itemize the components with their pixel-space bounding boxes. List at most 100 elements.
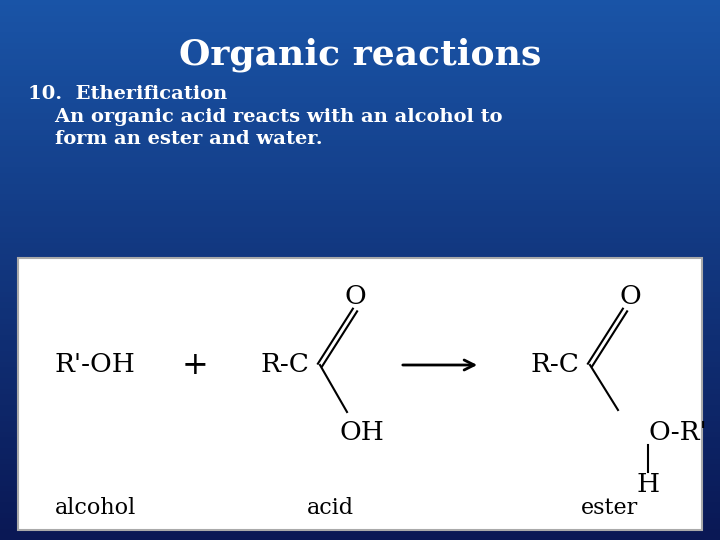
Text: O: O <box>344 285 366 309</box>
Text: R-C: R-C <box>261 353 310 377</box>
Text: acid: acid <box>307 497 354 519</box>
Bar <box>0 427 720 432</box>
Bar <box>0 464 720 470</box>
Bar <box>0 389 720 394</box>
Bar <box>0 421 720 427</box>
Bar <box>0 119 720 124</box>
Bar <box>0 146 720 151</box>
Bar <box>18 258 702 530</box>
Bar <box>0 259 720 265</box>
Bar <box>0 448 720 454</box>
Bar <box>0 497 720 502</box>
Bar <box>0 340 720 346</box>
Bar <box>0 151 720 157</box>
Bar <box>0 454 720 459</box>
Bar <box>0 65 720 70</box>
Bar <box>0 432 720 437</box>
Bar <box>0 459 720 464</box>
Bar <box>0 124 720 130</box>
Bar <box>0 308 720 313</box>
Bar <box>0 76 720 81</box>
Bar <box>0 481 720 486</box>
Text: H: H <box>636 472 660 497</box>
Bar <box>0 416 720 421</box>
Bar <box>0 221 720 227</box>
Bar <box>0 356 720 362</box>
Bar <box>0 16 720 22</box>
Bar <box>0 362 720 367</box>
Bar <box>0 319 720 324</box>
Bar <box>0 11 720 16</box>
Bar <box>0 167 720 173</box>
Text: OH: OH <box>340 420 384 444</box>
Bar <box>0 518 720 524</box>
Bar <box>0 346 720 351</box>
Bar <box>0 400 720 405</box>
Bar <box>0 324 720 329</box>
Bar <box>0 486 720 491</box>
Bar <box>0 27 720 32</box>
Bar <box>0 508 720 513</box>
Bar <box>0 232 720 238</box>
Bar <box>0 329 720 335</box>
Bar <box>0 378 720 383</box>
Bar <box>0 437 720 443</box>
Bar <box>0 205 720 211</box>
Bar <box>0 184 720 189</box>
Bar <box>0 38 720 43</box>
Bar <box>0 286 720 292</box>
Bar <box>0 254 720 259</box>
Bar <box>0 0 720 5</box>
Bar <box>0 162 720 167</box>
Bar <box>0 54 720 59</box>
Bar <box>0 297 720 302</box>
Text: 10.  Etherification: 10. Etherification <box>28 85 228 103</box>
Bar <box>0 130 720 135</box>
Bar <box>0 281 720 286</box>
Bar <box>0 81 720 86</box>
Bar <box>0 59 720 65</box>
Bar <box>0 140 720 146</box>
Bar <box>0 373 720 378</box>
Bar <box>0 5 720 11</box>
Bar <box>0 211 720 216</box>
Bar <box>0 265 720 270</box>
Bar <box>0 248 720 254</box>
Bar <box>0 470 720 475</box>
Text: R'-OH: R'-OH <box>55 353 135 377</box>
Bar <box>0 292 720 297</box>
Bar <box>0 351 720 356</box>
Bar <box>0 49 720 54</box>
Bar <box>0 227 720 232</box>
Bar <box>0 491 720 497</box>
Bar <box>0 216 720 221</box>
Bar <box>0 200 720 205</box>
Bar <box>0 475 720 481</box>
Bar <box>0 502 720 508</box>
Bar <box>0 92 720 97</box>
Bar <box>0 405 720 410</box>
Text: form an ester and water.: form an ester and water. <box>28 130 323 148</box>
Bar <box>0 178 720 184</box>
Bar <box>0 410 720 416</box>
Bar <box>0 86 720 92</box>
Bar <box>0 313 720 319</box>
Text: O-R': O-R' <box>648 420 707 444</box>
Bar <box>0 335 720 340</box>
Bar <box>0 194 720 200</box>
Bar <box>0 103 720 108</box>
Text: O: O <box>619 285 641 309</box>
Bar <box>0 97 720 103</box>
Bar <box>0 135 720 140</box>
Text: R-C: R-C <box>531 353 580 377</box>
Bar <box>0 22 720 27</box>
Bar <box>0 535 720 540</box>
Bar <box>0 270 720 275</box>
Text: Organic reactions: Organic reactions <box>179 38 541 72</box>
Bar <box>0 529 720 535</box>
Bar <box>0 443 720 448</box>
Bar <box>0 70 720 76</box>
Bar <box>0 275 720 281</box>
Bar <box>0 238 720 243</box>
Text: ester: ester <box>581 497 639 519</box>
